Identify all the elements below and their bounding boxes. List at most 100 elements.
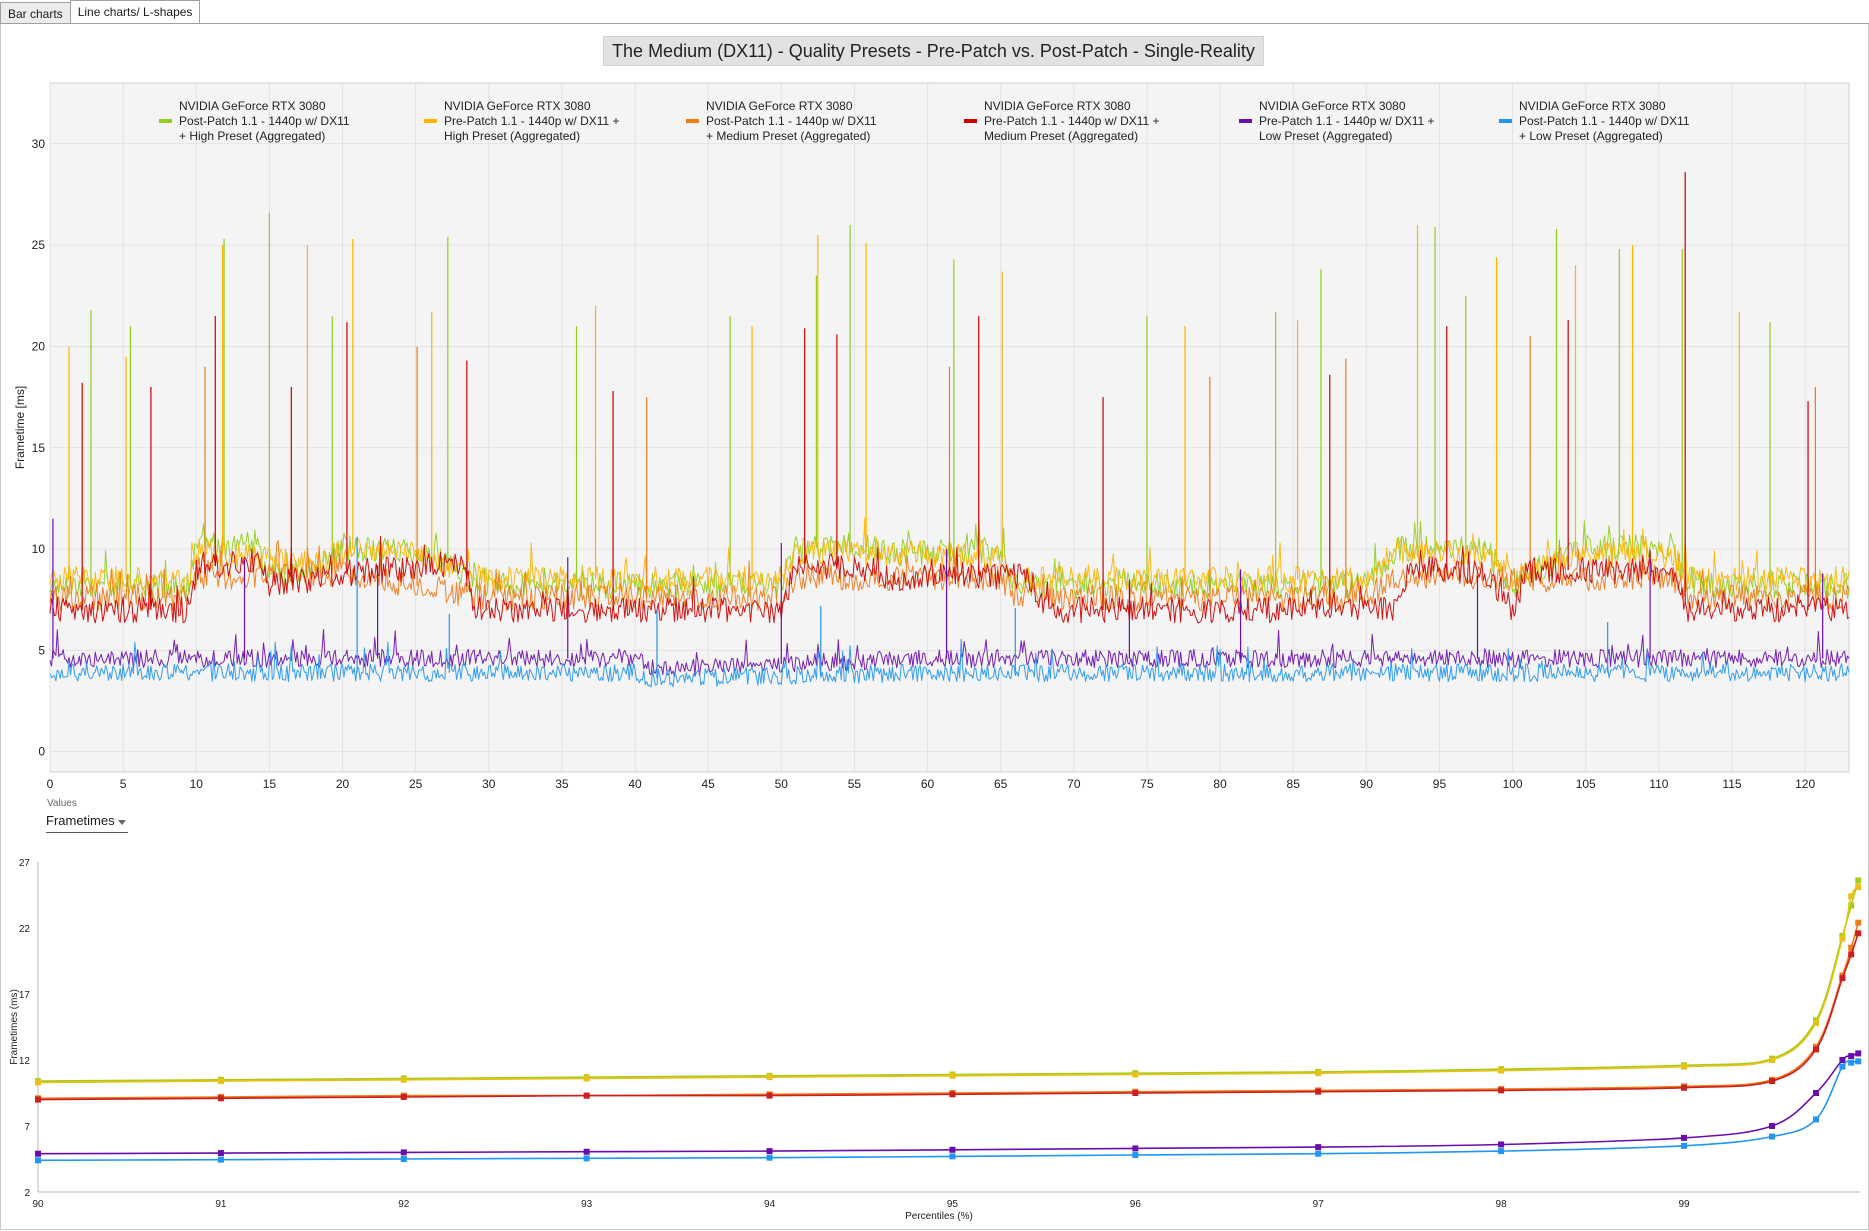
- x-tick-label: 15: [263, 777, 277, 791]
- chevron-down-icon: [118, 820, 126, 825]
- percentile-point: [400, 1156, 407, 1162]
- tab-bar-charts[interactable]: Bar charts: [0, 2, 71, 24]
- tab-line-charts[interactable]: Line charts/ L-shapes: [69, 0, 201, 24]
- percentile-point: [35, 1096, 41, 1103]
- percentile-point: [400, 1076, 407, 1083]
- x-tick-label: 120: [1795, 777, 1815, 791]
- y-tick-label: 12: [19, 1056, 31, 1067]
- values-dropdown[interactable]: Frametimes: [46, 813, 128, 833]
- y-axis-label: Frametimes (ms): [9, 989, 20, 1065]
- legend-label: NVIDIA GeForce RTX 3080: [1519, 99, 1666, 113]
- percentile-line: [37, 880, 1859, 1082]
- percentile-point: [217, 1156, 224, 1163]
- y-tick-label: 17: [19, 990, 31, 1001]
- x-tick-label: 110: [1649, 777, 1668, 791]
- percentile-point: [1498, 1067, 1505, 1074]
- x-tick-label: 40: [628, 777, 642, 791]
- x-tick-label: 5: [120, 777, 127, 791]
- legend-swatch: [1499, 119, 1512, 123]
- percentile-point: [1681, 1063, 1687, 1070]
- tab-bar: Bar charts Line charts/ L-shapes: [0, 0, 201, 24]
- y-tick-label: 10: [32, 542, 46, 556]
- x-tick-label: 35: [555, 777, 569, 791]
- x-tick-label: 60: [921, 777, 935, 791]
- legend-label: Medium Preset (Aggregated): [984, 129, 1138, 143]
- legend-label: Pre-Patch 1.1 - 1440p w/ DX11 +: [444, 114, 620, 128]
- percentile-point: [400, 1149, 407, 1156]
- percentile-point: [1681, 1134, 1687, 1141]
- x-tick-label: 25: [409, 777, 423, 791]
- chart-title: The Medium (DX11) - Quality Presets - Pr…: [603, 36, 1264, 66]
- y-tick-label: 25: [32, 238, 46, 252]
- percentile-point: [1132, 1152, 1139, 1159]
- series-line: [49, 629, 1850, 677]
- y-tick-label: 5: [38, 643, 45, 657]
- legend-label: + High Preset (Aggregated): [179, 129, 325, 143]
- percentile-point: [1769, 1078, 1775, 1085]
- y-tick-label: 7: [24, 1122, 30, 1133]
- percentile-point: [1813, 1046, 1819, 1053]
- values-dropdown-value: Frametimes: [46, 813, 115, 828]
- percentile-chart: 90 91 92 93 94 95 96 97 98 992712172227Percentile…: [9, 858, 1862, 1222]
- percentile-point: [949, 1091, 956, 1098]
- x-tick-label: 98: [1496, 1199, 1508, 1210]
- y-tick-label: 20: [32, 339, 46, 353]
- percentile-point: [1681, 1142, 1687, 1149]
- percentile-point: [1855, 919, 1862, 926]
- percentile-point: [1855, 1058, 1862, 1065]
- legend-label: NVIDIA GeForce RTX 3080: [984, 99, 1131, 113]
- percentile-line: [37, 886, 1859, 1084]
- percentile-point: [1855, 877, 1862, 884]
- percentile-point: [1839, 935, 1846, 942]
- x-tick-label: 99: [1678, 1199, 1690, 1210]
- percentile-point: [217, 1150, 224, 1157]
- x-tick-label: 85: [1287, 777, 1301, 791]
- legend-swatch: [159, 119, 172, 123]
- percentile-point: [1855, 930, 1862, 937]
- legend-label: + Medium Preset (Aggregated): [706, 129, 870, 143]
- percentile-point: [766, 1148, 773, 1155]
- x-tick-label: 80: [1213, 777, 1227, 791]
- percentile-point: [949, 1072, 956, 1079]
- series-line: [49, 638, 1850, 688]
- percentile-point: [949, 1153, 956, 1160]
- x-tick-label: 105: [1576, 777, 1596, 791]
- x-tick-label: 93: [581, 1199, 593, 1210]
- x-tick-label: 97: [1313, 1199, 1325, 1210]
- x-tick-label: 55: [848, 777, 862, 791]
- legend-label: + Low Preset (Aggregated): [1519, 129, 1663, 143]
- percentile-point: [1855, 884, 1862, 891]
- percentile-point: [583, 1092, 590, 1099]
- percentile-point: [583, 1075, 590, 1082]
- x-axis-label: Percentiles (%): [905, 1211, 973, 1222]
- legend-swatch: [964, 119, 977, 123]
- x-tick-label: 90: [32, 1199, 44, 1210]
- percentile-point: [1498, 1148, 1505, 1155]
- percentile-point: [1315, 1144, 1322, 1151]
- legend-label: Post-Patch 1.1 - 1440p w/ DX11: [706, 114, 877, 128]
- tab-divider: [0, 23, 1869, 24]
- values-label: Values: [47, 798, 77, 809]
- series-line: [49, 539, 1850, 612]
- percentile-point: [1315, 1150, 1322, 1157]
- percentile-point: [35, 1079, 41, 1086]
- percentile-point: [1855, 1050, 1862, 1057]
- percentile-point: [35, 1157, 41, 1164]
- percentile-point: [1315, 1070, 1322, 1077]
- percentile-point: [1769, 1123, 1775, 1129]
- y-tick-label: 27: [19, 858, 31, 869]
- y-tick-label: 22: [19, 924, 31, 935]
- percentile-point: [1813, 1090, 1819, 1096]
- legend-swatch: [424, 119, 437, 123]
- legend-label: Low Preset (Aggregated): [1259, 129, 1392, 143]
- percentile-point: [766, 1154, 773, 1161]
- y-tick-label: 15: [32, 441, 46, 455]
- percentile-point: [1132, 1145, 1139, 1152]
- percentile-point: [35, 1150, 41, 1157]
- percentile-point: [1848, 1059, 1855, 1066]
- percentile-point: [1839, 975, 1846, 982]
- x-tick-label: 92: [398, 1199, 410, 1210]
- percentile-point: [1848, 944, 1855, 951]
- legend-label: NVIDIA GeForce RTX 3080: [444, 99, 591, 113]
- x-tick-label: 0: [47, 777, 54, 791]
